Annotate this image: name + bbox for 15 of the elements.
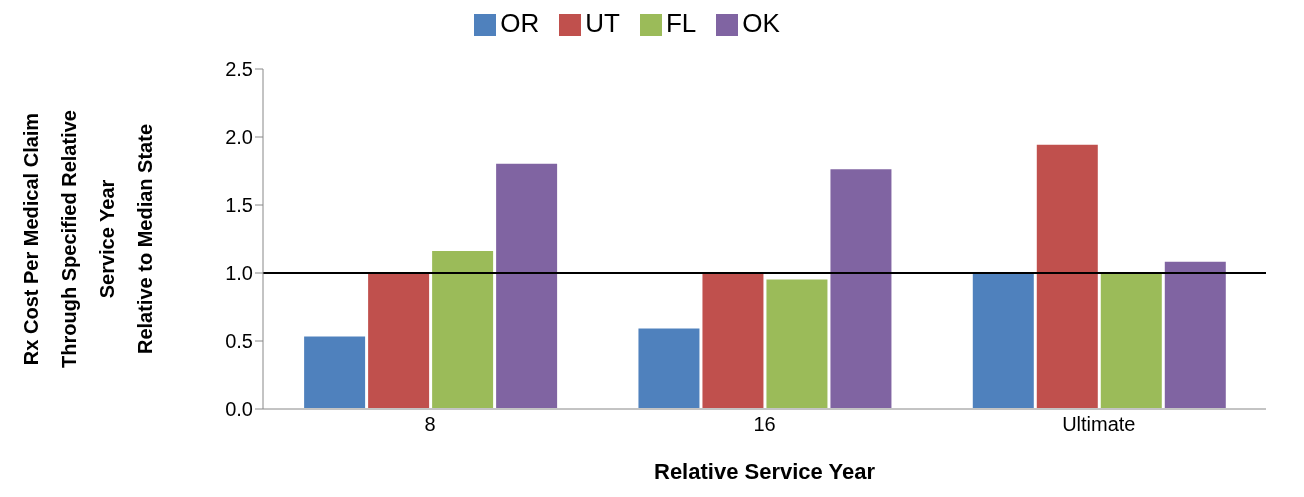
y-tick-label: 0.5: [225, 330, 253, 353]
x-axis-title: Relative Service Year: [654, 459, 876, 484]
x-tick-label: Ultimate: [1062, 413, 1136, 436]
y-tick-label: 2.5: [225, 58, 253, 81]
legend-label: OR: [500, 8, 540, 38]
y-tick-label: 0.0: [225, 398, 253, 421]
y-axis-title: Rx Cost Per Medical Claim Through Specified Relative Service Year Relative to Median State: [20, 110, 156, 368]
legend-label: OK: [742, 8, 780, 38]
x-tick-label: 16: [753, 413, 776, 436]
x-tick-label: 8: [424, 413, 436, 436]
legend-label: FL: [665, 8, 697, 38]
y-tick-label: 1.0: [225, 262, 253, 285]
legend-label: UT: [585, 8, 620, 38]
y-tick-label: 2.0: [225, 126, 253, 149]
y-tick-label: 1.5: [225, 194, 253, 217]
